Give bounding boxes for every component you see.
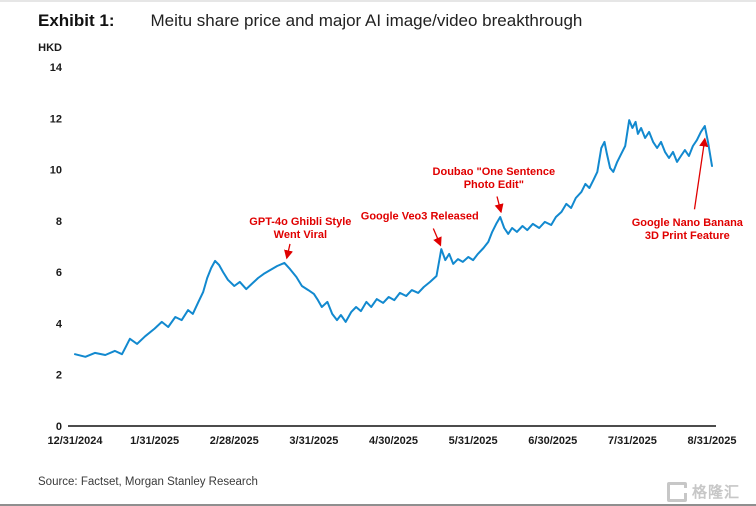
x-tick-label: 12/31/2024 xyxy=(47,435,103,447)
x-tick-label: 2/28/2025 xyxy=(210,435,259,447)
annotation-arrow xyxy=(494,196,504,214)
y-axis-unit-label: HKD xyxy=(38,42,62,54)
annotation-text: Doubao "One Sentence Photo Edit" xyxy=(433,166,556,191)
x-tick-label: 4/30/2025 xyxy=(369,435,418,447)
source-note: Source: Factset, Morgan Stanley Research xyxy=(38,476,258,488)
x-tick-label: 1/31/2025 xyxy=(130,435,179,447)
exhibit-title: Meitu share price and major AI image/vid… xyxy=(150,11,583,30)
annotation-arrow xyxy=(432,228,442,247)
exhibit-title-row: Exhibit 1: Meitu share price and major AI… xyxy=(38,11,582,31)
annotation-arrow xyxy=(693,137,709,210)
x-tick-label: 6/30/2025 xyxy=(528,435,577,447)
annotation-text: Google Veo3 Released xyxy=(361,211,479,223)
annotation-arrow xyxy=(284,243,293,260)
exhibit-label: Exhibit 1: xyxy=(38,11,115,30)
y-tick-label: 0 xyxy=(56,421,62,433)
y-tick-label: 2 xyxy=(56,370,62,382)
y-tick-label: 4 xyxy=(56,318,63,330)
y-tick-label: 8 xyxy=(56,216,62,228)
y-tick-label: 10 xyxy=(50,165,62,177)
x-tick-label: 8/31/2025 xyxy=(688,435,737,447)
y-tick-label: 6 xyxy=(56,267,62,279)
y-tick-label: 12 xyxy=(50,113,62,125)
annotation-text: Google Nano Banana 3D Print Feature xyxy=(632,217,744,242)
x-tick-label: 5/31/2025 xyxy=(449,435,498,447)
x-tick-label: 7/31/2025 xyxy=(608,435,657,447)
gelonghui-logo-icon xyxy=(666,481,687,502)
y-tick-label: 14 xyxy=(50,62,63,74)
annotation-text: GPT-4o Ghibli Style Went Viral xyxy=(249,216,351,241)
share-price-line-chart: HKD 0 2 4 6 8 10 12 14 12/31/2024 1/31/2025 2/28/20… xyxy=(38,42,744,447)
price-line xyxy=(74,119,713,358)
gelonghui-logo-text: 格隆汇 xyxy=(691,484,740,501)
gelonghui-watermark: 格隆汇 xyxy=(666,481,740,502)
x-tick-label: 3/31/2025 xyxy=(289,435,338,447)
